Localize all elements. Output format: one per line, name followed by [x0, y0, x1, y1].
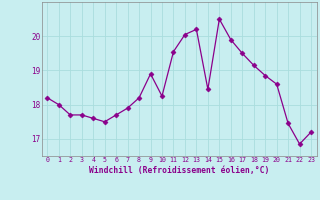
X-axis label: Windchill (Refroidissement éolien,°C): Windchill (Refroidissement éolien,°C)	[89, 166, 269, 175]
